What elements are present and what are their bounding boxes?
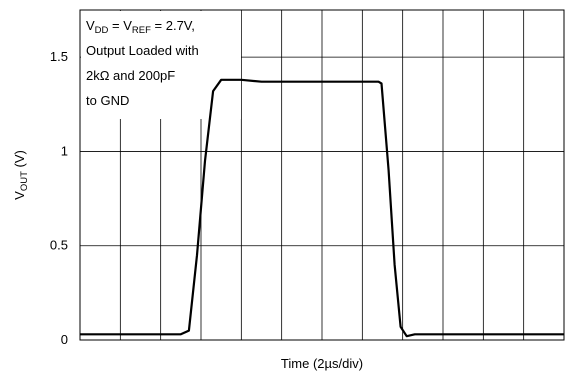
y-tick-label: 0.5 bbox=[50, 238, 68, 253]
annotation-line-3: 2kΩ and 200pF bbox=[86, 68, 175, 83]
annotation-line-2: Output Loaded with bbox=[86, 43, 199, 58]
x-axis-title: Time (2µs/div) bbox=[281, 356, 363, 371]
y-tick-label: 1 bbox=[61, 143, 68, 158]
annotation-line-4: to GND bbox=[86, 93, 129, 108]
annotation-line-1: VDD = VREF = 2.7V, bbox=[86, 18, 195, 36]
y-tick-label: 0 bbox=[61, 332, 68, 347]
plot-frame bbox=[79, 9, 565, 341]
y-axis-title: VOUT (V) bbox=[12, 150, 30, 200]
annotation-box bbox=[81, 11, 241, 119]
vout-trace bbox=[80, 78, 564, 338]
y-tick-label: 1.5 bbox=[50, 49, 68, 64]
y-tick-labels: 0 0.5 1 1.5 bbox=[50, 49, 68, 347]
grid bbox=[80, 10, 564, 340]
